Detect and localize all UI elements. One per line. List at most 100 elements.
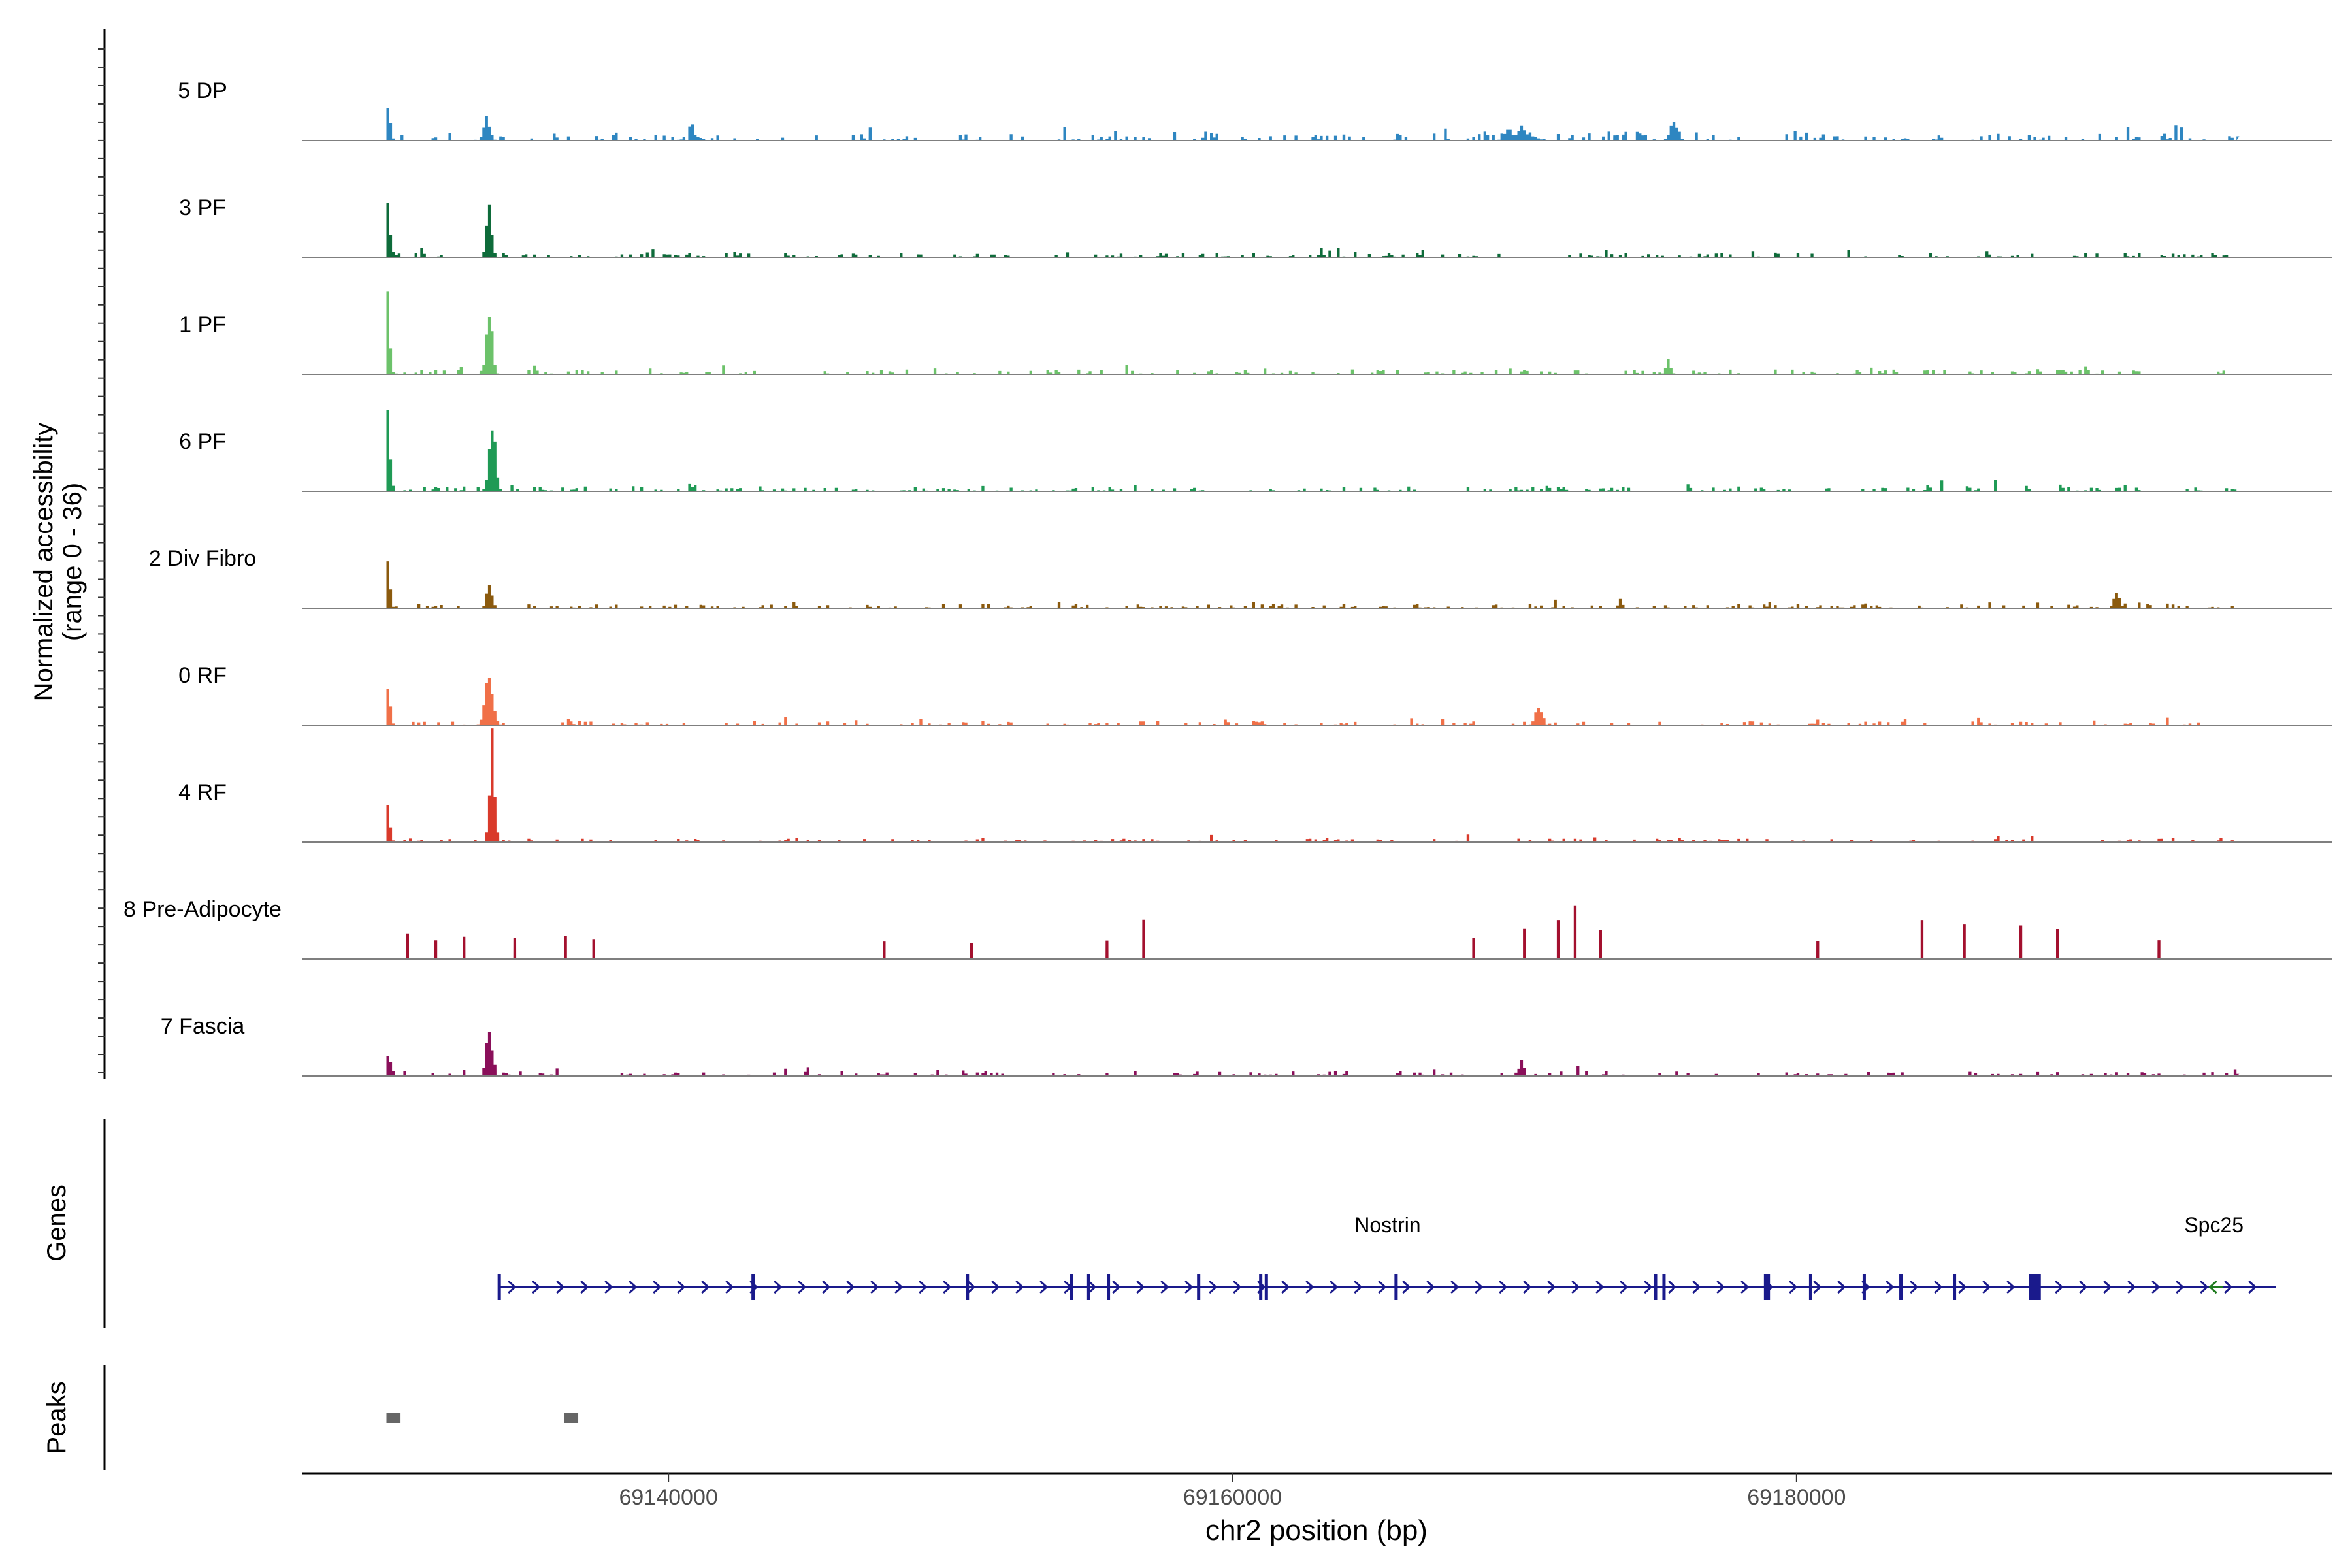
strand-arrow xyxy=(1088,1280,1097,1294)
track-8-pre-adipocyte: 8 Pre-Adipocyte xyxy=(123,897,2332,960)
track-label: 7 Fascia xyxy=(161,1014,245,1039)
strand-arrow xyxy=(2079,1280,2088,1294)
coverage-area xyxy=(386,1032,2240,1076)
exon xyxy=(1259,1274,1263,1300)
strand-arrow xyxy=(1305,1280,1315,1294)
strand-arrow xyxy=(2103,1280,2112,1294)
strand-arrow xyxy=(677,1280,686,1294)
track-4-rf: 4 RF xyxy=(178,728,2332,843)
strand-arrow xyxy=(1450,1280,1460,1294)
strand-arrow xyxy=(1378,1280,1387,1294)
strand-arrow xyxy=(1813,1280,1822,1294)
x-tick-label: 69140000 xyxy=(619,1485,718,1510)
strand-arrow xyxy=(2006,1280,2016,1294)
exon xyxy=(1264,1274,1268,1300)
y-axis-title-line1: Normalized accessibility xyxy=(29,423,58,702)
genes-track-label: Genes xyxy=(42,1184,71,1262)
exon xyxy=(497,1274,501,1300)
strand-arrow xyxy=(1112,1280,1121,1294)
track-label: 5 DP xyxy=(178,78,227,103)
strand-arrow xyxy=(822,1280,831,1294)
exon xyxy=(1899,1274,1903,1300)
exon xyxy=(2031,1274,2041,1300)
track-label: 8 Pre-Adipocyte xyxy=(123,897,282,922)
strand-arrow xyxy=(1499,1280,1508,1294)
strand-arrow xyxy=(1523,1280,1532,1294)
strand-arrow xyxy=(1789,1280,1798,1294)
exon xyxy=(1662,1274,1666,1300)
strand-arrow xyxy=(919,1280,928,1294)
track-label: 0 RF xyxy=(178,663,227,688)
strand-arrow xyxy=(1160,1280,1169,1294)
track-label: 1 PF xyxy=(179,312,226,337)
strand-arrow xyxy=(1740,1280,1750,1294)
coverage-area xyxy=(386,108,2240,140)
gene-track: Nostrin Spc25 xyxy=(103,1119,2276,1328)
strand-arrow xyxy=(2200,1280,2209,1294)
strand-arrow xyxy=(774,1280,783,1294)
strand-arrow xyxy=(1958,1280,1967,1294)
strand-arrow xyxy=(1982,1280,1991,1294)
track-2-div-fibro: 2 Div Fibro xyxy=(149,546,2332,609)
exon xyxy=(751,1274,755,1300)
coverage-area xyxy=(386,905,2240,959)
strand-arrow xyxy=(1595,1280,1605,1294)
strand-arrow xyxy=(870,1280,879,1294)
strand-arrow xyxy=(2151,1280,2161,1294)
peak-region xyxy=(564,1413,579,1423)
strand-arrow xyxy=(1402,1280,1411,1294)
track-0-rf: 0 RF xyxy=(178,663,2332,726)
strand-arrow xyxy=(943,1280,952,1294)
strand-arrow xyxy=(653,1280,662,1294)
strand-arrow xyxy=(1354,1280,1363,1294)
strand-arrow xyxy=(967,1280,976,1294)
y-axis xyxy=(98,29,106,1079)
strand-arrow xyxy=(580,1280,589,1294)
exon xyxy=(2029,1274,2033,1300)
strand-arrow xyxy=(1886,1280,1895,1294)
strand-arrow xyxy=(1692,1280,1701,1294)
x-tick-label: 69180000 xyxy=(1747,1485,1846,1510)
strand-arrow xyxy=(701,1280,710,1294)
strand-arrow xyxy=(1015,1280,1024,1294)
track-label: 2 Div Fibro xyxy=(149,546,256,571)
strand-arrow xyxy=(894,1280,904,1294)
gene-spc25: Spc25 xyxy=(2184,1213,2244,1294)
strand-arrow xyxy=(1209,1280,1218,1294)
strand-arrow xyxy=(798,1280,807,1294)
coverage-area xyxy=(386,203,2240,257)
coverage-area xyxy=(386,410,2240,491)
track-5-dp: 5 DP xyxy=(178,78,2332,141)
strand-arrow xyxy=(604,1280,613,1294)
strand-arrow xyxy=(1910,1280,1919,1294)
exon xyxy=(1394,1274,1398,1300)
strand-arrow xyxy=(1426,1280,1435,1294)
gene-name: Spc25 xyxy=(2184,1213,2244,1237)
strand-arrow xyxy=(1039,1280,1049,1294)
strand-arrow xyxy=(725,1280,734,1294)
strand-arrow xyxy=(1136,1280,1145,1294)
track-3-pf: 3 PF xyxy=(179,195,2332,258)
track-7-fascia: 7 Fascia xyxy=(161,1014,2332,1077)
strand-arrow xyxy=(1475,1280,1484,1294)
track-label: 3 PF xyxy=(179,195,226,220)
peaks-track-label: Peaks xyxy=(42,1381,71,1454)
strand-arrow xyxy=(1571,1280,1580,1294)
gene-nostrin: Nostrin xyxy=(497,1213,2276,1300)
strand-arrow xyxy=(1233,1280,1242,1294)
track-6-pf: 6 PF xyxy=(179,410,2332,492)
track-label: 4 RF xyxy=(178,780,227,805)
strand-arrow xyxy=(2224,1280,2233,1294)
strand-arrow xyxy=(556,1280,565,1294)
x-axis: 69140000 69160000 69180000 xyxy=(302,1472,2332,1510)
strand-arrow xyxy=(532,1280,541,1294)
coverage-area xyxy=(386,728,2240,842)
exon xyxy=(1197,1274,1201,1300)
exon xyxy=(1862,1274,1866,1300)
coverage-area xyxy=(386,678,2240,725)
strand-arrow xyxy=(508,1280,517,1294)
strand-arrow xyxy=(1330,1280,1339,1294)
exon xyxy=(1654,1274,1658,1300)
coverage-tracks: 5 DP 3 PF 1 PF 6 PF 2 Div Fibro 0 RF 4 RF 8 Pre… xyxy=(123,78,2332,1077)
